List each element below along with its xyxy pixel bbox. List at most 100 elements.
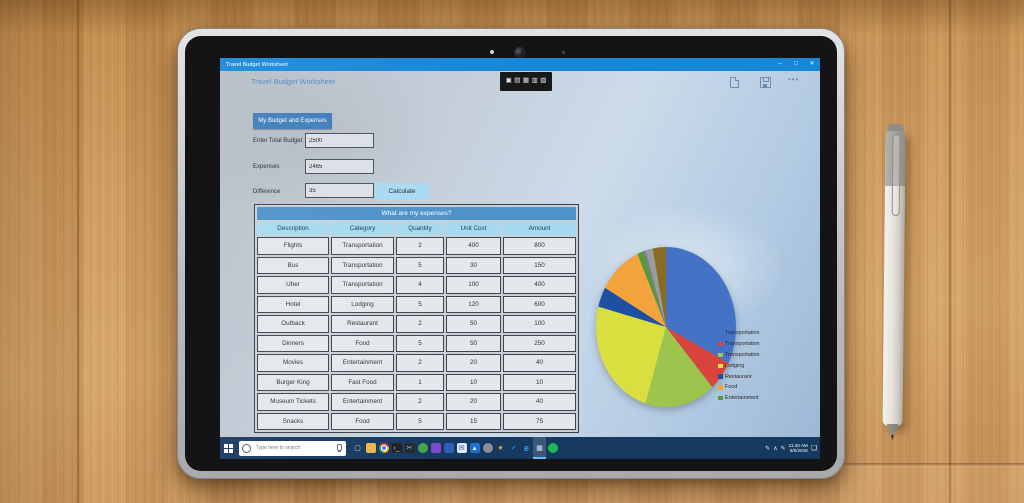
table-cell[interactable]: 40 (503, 354, 576, 372)
table-cell[interactable]: 2 (396, 315, 444, 333)
table-cell[interactable]: Movies (257, 354, 329, 372)
photos-app-icon[interactable]: ▴ (468, 437, 481, 459)
pen-tray-icon[interactable]: ✎ (765, 445, 771, 452)
table-cell[interactable]: 2 (396, 237, 444, 255)
table-cell[interactable]: Dinners (257, 334, 329, 352)
table-cell[interactable]: Snacks (257, 412, 329, 430)
capture-toolbar-icon-4[interactable]: ▥ (531, 77, 538, 85)
table-cell[interactable]: 20 (446, 393, 501, 411)
table-cell[interactable]: Lodging (331, 295, 394, 313)
calculate-button[interactable]: Calculate (375, 183, 429, 200)
edge-icon[interactable]: e (520, 437, 533, 459)
table-cell[interactable]: 400 (503, 276, 576, 294)
tablet-device: Travel Budget Worksheet – □ ✕ Travel Bud… (177, 28, 845, 479)
table-cell[interactable]: Transportation (331, 256, 394, 274)
new-document-icon[interactable] (730, 77, 739, 88)
more-options-button[interactable]: ••• (788, 75, 800, 84)
table-cell[interactable]: 250 (503, 334, 576, 352)
task-view-icon[interactable]: ▢ (351, 437, 364, 459)
pen-point (891, 435, 894, 440)
table-cell[interactable]: 75 (503, 412, 576, 430)
star-icon[interactable]: ★ (494, 437, 507, 459)
table-cell[interactable]: Flights (257, 237, 329, 255)
table-cell[interactable]: 20 (446, 354, 501, 372)
save-icon[interactable] (760, 77, 771, 88)
table-cell[interactable]: 100 (446, 276, 501, 294)
action-center-icon[interactable]: ❏ (810, 445, 817, 452)
expenses-input[interactable] (305, 159, 374, 174)
gray-orb-icon[interactable] (481, 437, 494, 459)
file-explorer-icon[interactable] (364, 437, 377, 459)
table-cell[interactable]: 150 (503, 256, 576, 274)
table-cell[interactable]: Transportation (331, 237, 394, 255)
table-cell[interactable]: 400 (446, 237, 501, 255)
checkmark-app-icon[interactable]: ✔ (507, 437, 520, 459)
capture-toolbar-icon-3[interactable]: ▦ (522, 77, 530, 85)
terminal-icon[interactable]: ›_ (390, 437, 403, 459)
chevron-up-icon[interactable]: ∧ (773, 445, 778, 452)
table-cell[interactable]: Outback (257, 315, 329, 333)
table-cell[interactable]: Hotel (257, 295, 329, 313)
capture-toolbar-icon-2[interactable]: ▤ (514, 77, 521, 85)
taskbar-search[interactable] (239, 440, 346, 456)
table-cell[interactable]: 10 (503, 373, 576, 391)
table-cell[interactable]: 100 (503, 315, 576, 333)
snipping-tool-icon[interactable]: ✂ (403, 437, 416, 459)
table-cell[interactable]: Entertainment (331, 354, 394, 372)
table-cell[interactable]: 2 (396, 393, 444, 411)
mail-icon[interactable]: ✉ (455, 437, 468, 459)
start-button[interactable] (220, 437, 236, 459)
total-budget-input[interactable] (305, 133, 374, 148)
stylus-settings-icon[interactable]: ✎ (780, 445, 786, 452)
maximize-button[interactable]: □ (794, 61, 798, 67)
table-cell[interactable]: Food (331, 412, 394, 430)
my-budget-and-expenses-button[interactable]: My Budget and Expenses (253, 113, 332, 129)
visual-studio-purple-icon[interactable] (429, 437, 442, 459)
table-cell[interactable]: 4 (396, 276, 444, 294)
table-cell[interactable]: Food (331, 334, 394, 352)
table-cell[interactable]: 15 (446, 412, 501, 430)
visual-studio-blue-icon[interactable] (442, 437, 455, 459)
table-cell[interactable]: 2 (396, 354, 444, 372)
green-app-icon[interactable] (416, 437, 429, 459)
legend-label: Transportation (725, 330, 760, 337)
table-cell[interactable]: 5 (396, 256, 444, 274)
table-cell[interactable]: 600 (503, 295, 576, 313)
table-cell[interactable]: 50 (446, 315, 501, 333)
table-cell[interactable]: Entertainment (331, 393, 394, 411)
close-button[interactable]: ✕ (809, 61, 815, 67)
chrome-icon[interactable] (377, 437, 390, 459)
table-cell[interactable]: 5 (396, 412, 444, 430)
capture-toolbar-icon-5[interactable]: ▧ (540, 77, 547, 85)
travel-budget-app-icon[interactable]: ▦ (533, 437, 546, 459)
table-cell[interactable]: 1 (396, 373, 444, 391)
table-cell[interactable]: Burger King (257, 373, 329, 391)
table-cell[interactable]: 120 (446, 295, 501, 313)
floating-capture-toolbar[interactable]: ▣ ▤ ▦ ▥ ▧ (500, 72, 552, 91)
table-row: Flights Transportation 2 400 800 (257, 237, 576, 255)
terminal-icon-glyph: ›_ (391, 443, 402, 453)
table-cell[interactable]: 5 (396, 295, 444, 313)
table-cell[interactable]: Transportation (331, 276, 394, 294)
table-cell[interactable]: Fast Food (331, 373, 394, 391)
legend-item: Food (718, 382, 792, 393)
wood-plank-seam (76, 0, 80, 503)
table-cell[interactable]: 800 (503, 237, 576, 255)
table-cell[interactable]: 10 (446, 373, 501, 391)
microphone-icon[interactable] (337, 443, 342, 452)
table-cell[interactable]: 50 (446, 334, 501, 352)
table-cell[interactable]: 30 (446, 256, 501, 274)
table-row: Burger King Fast Food 1 10 10 (257, 373, 576, 391)
minimize-button[interactable]: – (778, 61, 782, 67)
difference-input[interactable] (305, 183, 374, 198)
table-cell[interactable]: Uber (257, 276, 329, 294)
table-cell[interactable]: 40 (503, 393, 576, 411)
table-cell[interactable]: Restaurant (331, 315, 394, 333)
table-cell[interactable]: 5 (396, 334, 444, 352)
search-input[interactable] (254, 444, 335, 452)
green-circle-app-icon[interactable] (546, 437, 559, 459)
table-cell[interactable]: Bus (257, 256, 329, 274)
taskbar-clock[interactable]: 11:40 AM 6/5/2018 (789, 443, 808, 454)
table-cell[interactable]: Museum Tickets (257, 393, 329, 411)
capture-toolbar-icon-1[interactable]: ▣ (505, 77, 512, 85)
